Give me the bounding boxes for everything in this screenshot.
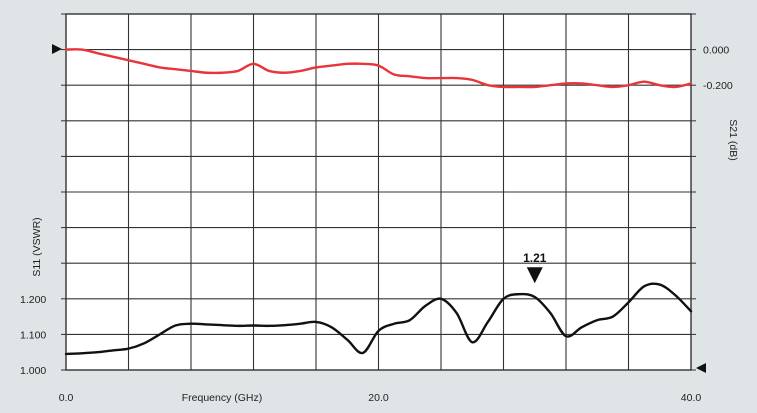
y-axis-right-label-text: S21 (dB) [727,119,739,160]
grid [61,13,696,371]
y-axis-right-label: S21 (dB) [727,119,739,160]
y-axis-left-label: S11 (VSWR) [31,217,43,276]
marks-layer: 0.0 20.0 40.0 1.000 1.100 1.200 0.000 -0.200 1.2… [20,45,733,404]
right-tick-label: -0.200 [703,80,733,92]
left-tick-label: 1.100 [20,329,46,341]
left-axis-reference-arrow-icon [52,44,62,54]
left-tick-label: 1.200 [20,294,46,306]
peak-marker-icon [526,267,543,284]
right-tick-label: 0.000 [703,45,729,57]
plot-frame [65,13,692,371]
x-tick-label: 0.0 [59,392,74,404]
right-axis-reference-arrow-icon [696,363,706,373]
x-axis-label: Frequency (GHz) [182,392,263,404]
s21-series-line [64,48,693,89]
y-axis-left-label-text: S11 (VSWR) [31,217,43,276]
series-layer [64,48,693,356]
left-tick-label: 1.000 [20,365,46,377]
peak-marker-label: 1.21 [523,251,547,265]
x-tick-label: 40.0 [681,392,702,404]
s11-series-line [64,282,693,356]
x-tick-label: 20.0 [368,392,389,404]
